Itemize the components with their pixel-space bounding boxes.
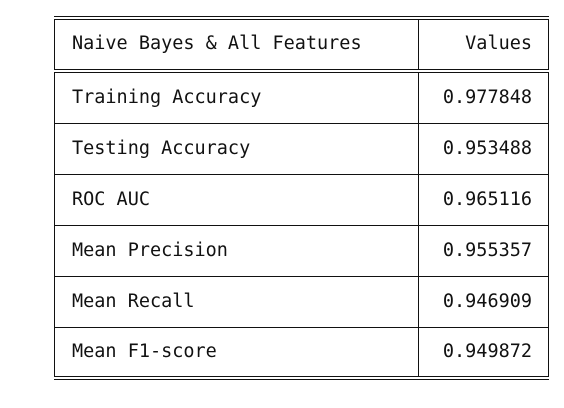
- row-label: Mean Precision: [54, 225, 419, 277]
- table-row: Mean Precision 0.955357: [54, 225, 549, 277]
- metrics-table: Naive Bayes & All Features Values Traini…: [54, 16, 549, 380]
- row-label: Training Accuracy: [54, 70, 419, 124]
- row-value: 0.949872: [418, 327, 549, 380]
- row-value: 0.955357: [418, 225, 549, 277]
- table-row: Training Accuracy 0.977848: [54, 70, 549, 124]
- row-value: 0.977848: [418, 70, 549, 124]
- row-label: Testing Accuracy: [54, 123, 419, 175]
- row-label: ROC AUC: [54, 174, 419, 226]
- table-row: Mean F1-score 0.949872: [54, 327, 549, 380]
- metrics-table-container: Naive Bayes & All Features Values Traini…: [54, 16, 549, 388]
- row-value: 0.946909: [418, 276, 549, 328]
- table-row: ROC AUC 0.965116: [54, 174, 549, 226]
- table-row: Mean Recall 0.946909: [54, 276, 549, 328]
- row-label: Mean Recall: [54, 276, 419, 328]
- row-value: 0.965116: [418, 174, 549, 226]
- table-header-row: Naive Bayes & All Features Values: [54, 16, 549, 73]
- row-value: 0.953488: [418, 123, 549, 175]
- row-label: Mean F1-score: [54, 327, 419, 380]
- table-row: Testing Accuracy 0.953488: [54, 123, 549, 175]
- header-value-cell: Values: [418, 16, 549, 73]
- header-label-cell: Naive Bayes & All Features: [54, 16, 419, 73]
